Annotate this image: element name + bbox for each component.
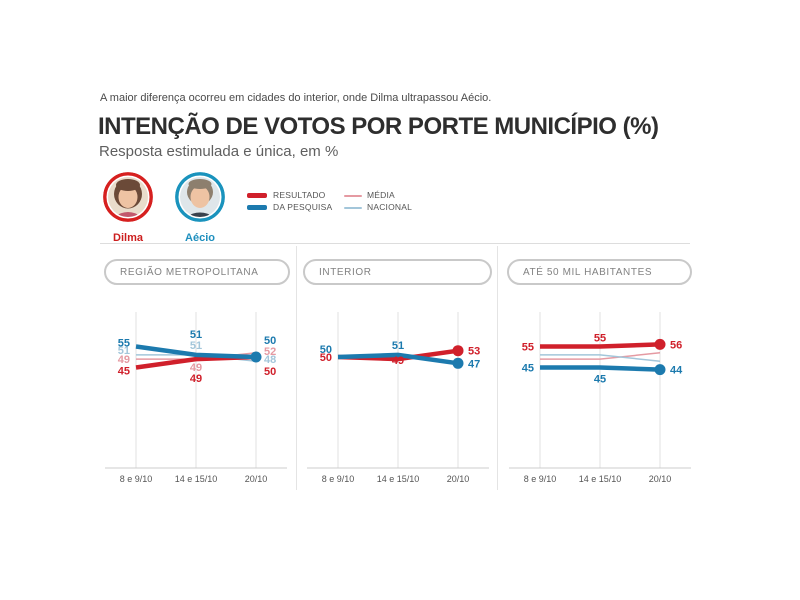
value-label: 45 — [118, 366, 130, 378]
x-tick-label: 14 e 15/10 — [175, 474, 218, 484]
series-dilma — [540, 342, 661, 349]
x-tick-label: 14 e 15/10 — [579, 474, 622, 484]
aecio-portrait-icon — [175, 172, 225, 222]
value-label: 51 — [190, 340, 202, 352]
dilma-avatar: Dilma — [103, 172, 163, 244]
legend-media-dilma-line — [344, 195, 362, 197]
value-label: 44 — [670, 365, 683, 377]
series-aecio — [135, 344, 257, 360]
value-label: 49 — [190, 373, 202, 385]
value-label: 51 — [392, 340, 404, 352]
series-aecio — [540, 365, 661, 372]
intro-note: A maior diferença ocorreu em cidades do … — [100, 92, 492, 104]
panel-divider-2 — [497, 246, 498, 490]
chart-ate-50-mil: 8 e 9/10 14 e 15/10 20/10 55 45 55 45 56 44 — [509, 312, 691, 484]
value-label: 55 — [522, 342, 534, 354]
value-label: 45 — [594, 374, 606, 386]
aecio-name-label: Aécio — [185, 232, 215, 244]
value-label: 50 — [264, 335, 276, 347]
legend-resultado-label-2: DA PESQUISA — [273, 202, 333, 212]
end-dot-dilma — [452, 345, 464, 357]
value-label: 49 — [190, 362, 202, 374]
x-tick-label: 20/10 — [447, 474, 470, 484]
x-tick-label: 8 e 9/10 — [524, 474, 557, 484]
value-label: 45 — [522, 363, 534, 375]
horizontal-divider — [100, 243, 690, 244]
x-tick-label: 8 e 9/10 — [120, 474, 153, 484]
value-label: 51 — [190, 329, 202, 341]
end-dot-aecio — [250, 351, 262, 363]
chart-regiao-metropolitana: 8 e 9/10 14 e 15/10 20/1055514945515149495… — [105, 312, 287, 484]
dilma-portrait-icon — [103, 172, 153, 222]
series-aecio — [337, 352, 459, 366]
value-label: 48 — [264, 354, 276, 366]
value-label: 50 — [320, 344, 332, 356]
legend-media-label-2: NACIONAL — [367, 202, 413, 212]
value-label: 52 — [264, 346, 276, 358]
dilma-name-label: Dilma — [113, 232, 143, 244]
value-label: 49 — [392, 355, 404, 367]
value-label: 53 — [468, 346, 480, 358]
value-label: 50 — [264, 366, 276, 378]
panel-header-regiao-metropolitana: REGIÃO METROPOLITANA — [104, 259, 290, 285]
legend-resultado-label-1: RESULTADO — [273, 190, 326, 200]
page-title: INTENÇÃO DE VOTOS POR PORTE MUNICÍPIO (%… — [98, 113, 659, 140]
panel-header-interior: INTERIOR — [303, 259, 492, 285]
end-dot-aecio — [452, 357, 464, 369]
legend-resultado-aecio-line — [247, 205, 267, 210]
x-tick-label: 20/10 — [649, 474, 672, 484]
value-label: 55 — [594, 333, 606, 345]
value-label: 51 — [118, 345, 130, 357]
value-label: 55 — [118, 338, 130, 350]
x-tick-label: 8 e 9/10 — [322, 474, 355, 484]
chart-subtitle: Resposta estimulada e única, em % — [99, 143, 339, 160]
panel-divider-1 — [296, 246, 297, 490]
legend-media-aecio-line — [344, 207, 362, 209]
aecio-avatar: Aécio — [175, 172, 235, 244]
value-label: 47 — [468, 358, 480, 370]
series-dilma_media — [540, 352, 661, 360]
value-label: 49 — [118, 354, 130, 366]
legend-media-label-1: MÉDIA — [367, 190, 395, 200]
x-tick-label: 20/10 — [245, 474, 268, 484]
value-label: 50 — [320, 352, 332, 364]
series-aecio_media — [540, 354, 661, 362]
x-tick-label: 14 e 15/10 — [377, 474, 420, 484]
end-dot-aecio — [654, 364, 666, 376]
panel-header-ate-50-mil: ATÉ 50 MIL HABITANTES — [507, 259, 692, 285]
end-dot-dilma — [654, 338, 666, 350]
value-label: 56 — [670, 339, 682, 351]
legend-resultado-dilma-line — [247, 193, 267, 198]
